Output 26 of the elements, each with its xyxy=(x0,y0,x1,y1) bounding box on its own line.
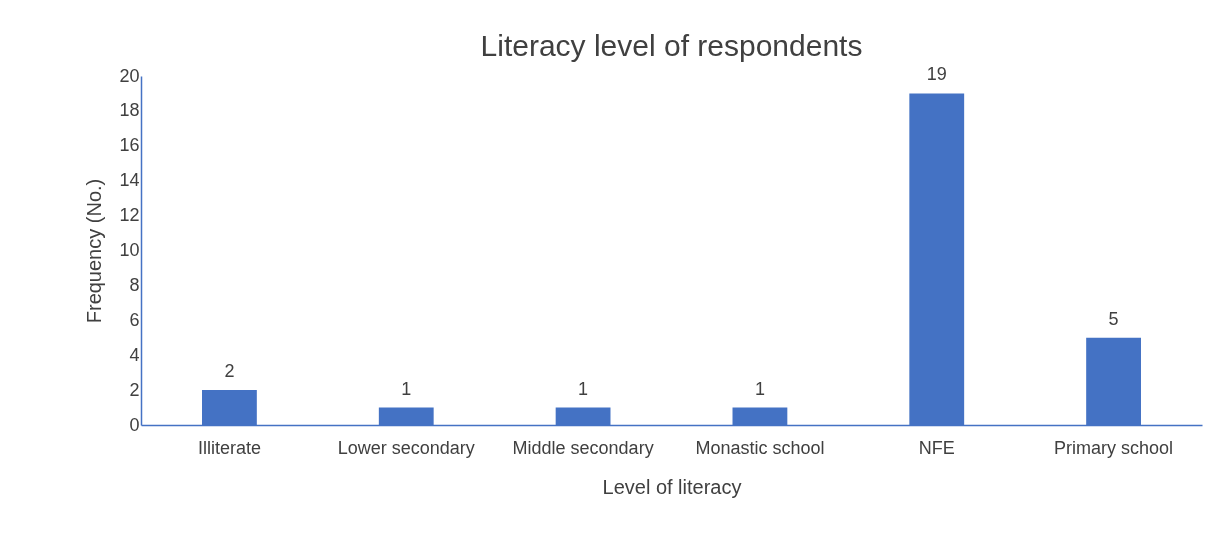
x-axis-title: Level of literacy xyxy=(602,475,742,498)
data-label: 1 xyxy=(578,378,589,399)
x-tick-label: Illiterate xyxy=(197,437,261,458)
data-label: 1 xyxy=(754,378,765,399)
x-tick-label: Primary school xyxy=(1054,437,1174,458)
y-tick-label: 14 xyxy=(119,170,140,191)
y-tick-label: 2 xyxy=(129,379,140,400)
x-tick-label: Middle secondary xyxy=(512,437,654,458)
y-tick-label: 4 xyxy=(129,344,140,365)
y-tick-label: 0 xyxy=(129,414,140,435)
y-tick-label: 20 xyxy=(119,65,140,86)
x-tick-label: NFE xyxy=(918,437,955,458)
chart-title: Literacy level of respondents xyxy=(480,29,863,63)
data-label: 2 xyxy=(224,361,235,382)
data-label: 1 xyxy=(401,378,412,399)
y-tick-label: 6 xyxy=(129,309,140,330)
data-label: 5 xyxy=(1108,308,1119,329)
y-tick-label: 12 xyxy=(119,205,140,226)
y-tick-label: 16 xyxy=(119,135,140,156)
x-tick-label: Lower secondary xyxy=(337,437,475,458)
y-axis-title: Frequency (No.) xyxy=(83,178,106,324)
y-tick-label: 8 xyxy=(129,274,140,295)
x-tick-label: Monastic school xyxy=(695,437,825,458)
y-tick-label: 10 xyxy=(119,240,140,260)
data-label: 19 xyxy=(926,64,947,85)
y-tick-label: 18 xyxy=(119,100,140,121)
